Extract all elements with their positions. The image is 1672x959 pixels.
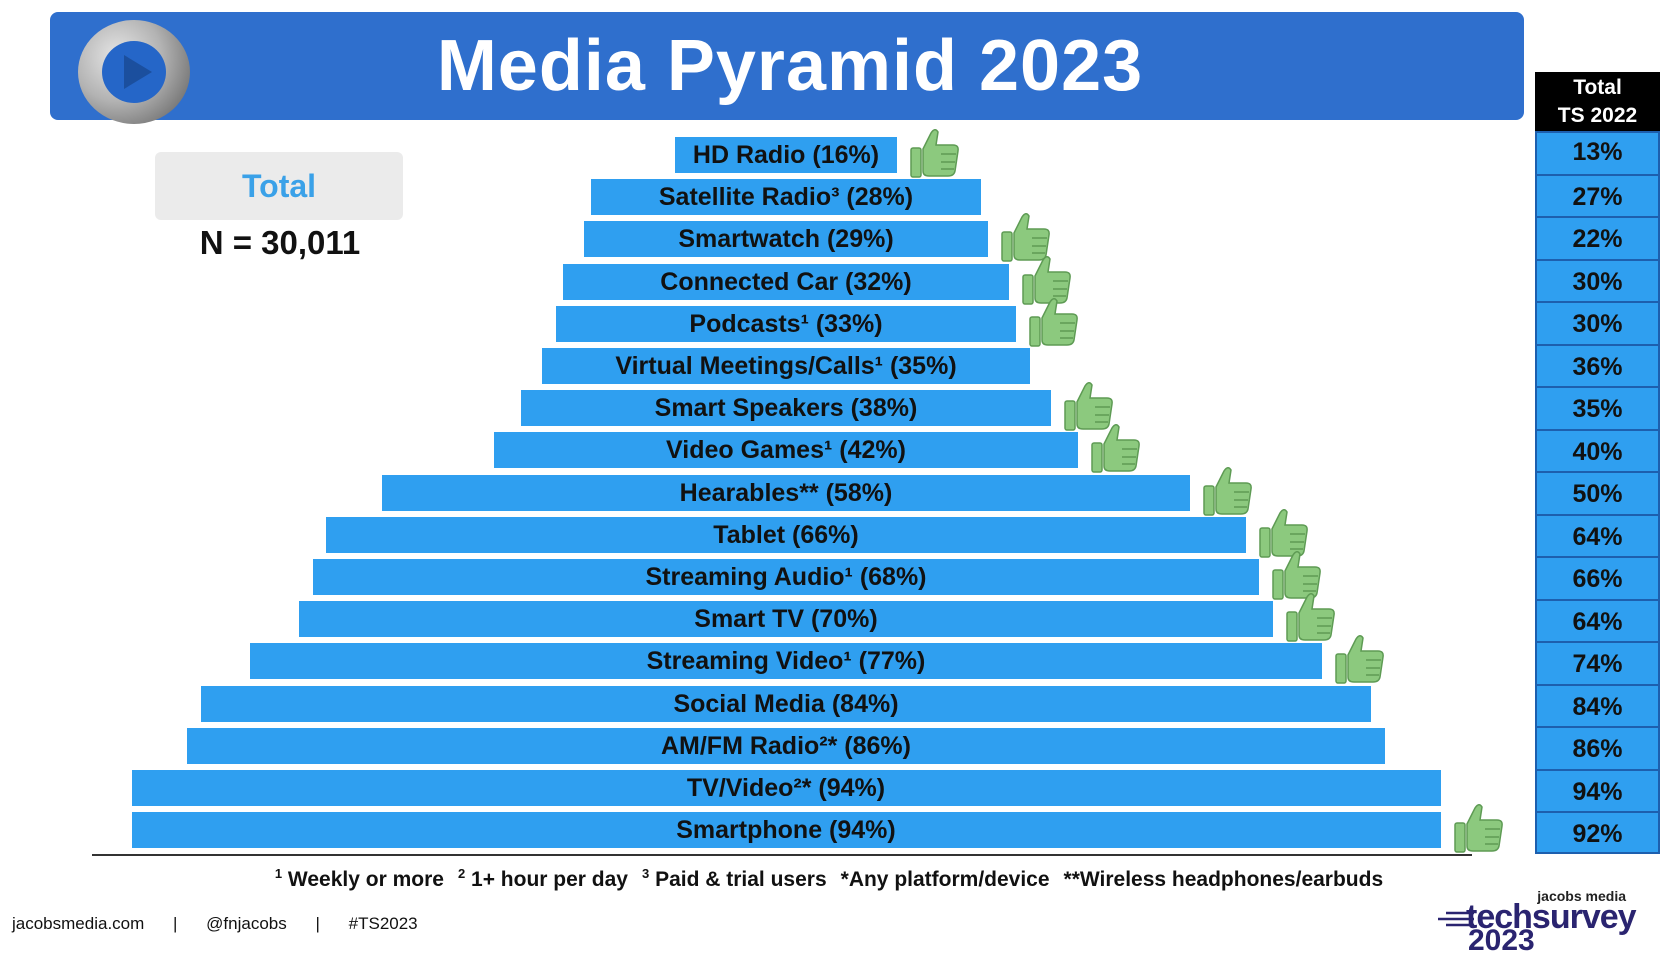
ts2022-value: 64% [1535, 513, 1660, 557]
sample-size: N = 30,011 [199, 224, 361, 261]
techsurvey-logo: jacobs media techsurvey 2023 [1436, 888, 1666, 958]
ts2022-value: 86% [1535, 726, 1660, 769]
chart-baseline [92, 854, 1472, 856]
side-table-header-text: Total TS 2022 [1557, 76, 1638, 127]
pyramid-bar: Hearables** (58%) [382, 474, 1190, 511]
page-title: Media Pyramid 2023 [436, 26, 1144, 106]
title-banner [50, 12, 1524, 120]
footnote-item: 3 Paid & trial users [641, 866, 827, 891]
ts2022-value: 30% [1535, 258, 1660, 302]
credits: jacobsmedia.com | @fnjacobs | #TS2023 [12, 914, 430, 934]
thumbs-up-icon [1330, 629, 1388, 687]
thumbs-up-icon [1449, 798, 1507, 856]
ts2022-value: 64% [1535, 598, 1660, 642]
pyramid-bar: Podcasts¹ (33%) [556, 305, 1016, 342]
thumbs-up-icon [1024, 292, 1082, 350]
credits-hashtag: #TS2023 [348, 914, 418, 933]
thumbs-up-icon [1281, 587, 1339, 645]
pyramid-bar: Connected Car (32%) [563, 263, 1009, 300]
footnote-item: 2 1+ hour per day [457, 866, 628, 891]
side-table-header: Total TS 2022 [1535, 72, 1660, 132]
side-table-column [1535, 131, 1660, 854]
thumbs-up-icon [996, 207, 1054, 265]
credits-site: jacobsmedia.com [12, 914, 145, 933]
footnote: 1 Weekly or more 2 1+ hour per day 3 Paid … [0, 866, 1672, 892]
thumbs-up-icon [1254, 503, 1312, 561]
pyramid-bar: Streaming Audio¹ (68%) [312, 559, 1260, 595]
footnote-item: **Wireless headphones/earbuds [1063, 868, 1384, 891]
footnote-item: *Any platform/device [840, 868, 1050, 891]
credits-handle: @fnjacobs [206, 914, 287, 933]
ts2022-value: 94% [1535, 768, 1660, 812]
thumbs-up-icon [905, 123, 963, 181]
pyramid-bar: Smartwatch (29%) [584, 221, 988, 258]
pyramid-bar: Tablet (66%) [326, 516, 1246, 553]
ts2022-value: 66% [1535, 556, 1660, 599]
pyramid-bar: Video Games¹ (42%) [493, 432, 1079, 469]
play-logo-icon [78, 20, 190, 124]
brand-small: jacobs media [1537, 888, 1626, 904]
pyramid-bar: HD Radio (16%) [674, 137, 898, 173]
speed-lines-icon [1438, 911, 1474, 927]
pyramid-bar: Satellite Radio³ (28%) [591, 179, 981, 216]
pyramid-bar: Streaming Video¹ (77%) [249, 643, 1323, 680]
ts2022-value: 13% [1572, 138, 1623, 166]
credits-sep: | [173, 914, 178, 933]
total-badge: Total [155, 152, 403, 220]
pyramid-bar: Smart TV (70%) [298, 601, 1274, 638]
ts2022-value: 30% [1535, 301, 1660, 344]
ts2022-value: 22% [1535, 216, 1660, 259]
thumbs-up-icon [1017, 250, 1075, 308]
pyramid-bar: Virtual Meetings/Calls¹ (35%) [542, 348, 1030, 384]
thumbs-up-icon [1086, 418, 1144, 476]
pyramid-bar: Smart Speakers (38%) [521, 390, 1051, 427]
thumbs-up-icon [1198, 461, 1256, 519]
brand-main: techsurvey [1466, 898, 1637, 936]
ts2022-value: 27% [1535, 173, 1660, 217]
ts2022-value: 74% [1535, 641, 1660, 684]
thumbs-up-icon [1059, 376, 1117, 434]
pyramid-bar: Social Media (84%) [201, 685, 1371, 722]
brand-year: 2023 [1468, 924, 1535, 957]
footnote-item: 1 Weekly or more [274, 866, 444, 891]
ts2022-value: 92% [1535, 811, 1660, 854]
pyramid-bar: TV/Video²* (94%) [131, 770, 1441, 806]
ts2022-value: 40% [1535, 428, 1660, 472]
thumbs-up-icon [1267, 545, 1325, 603]
pyramid-bar: AM/FM Radio²* (86%) [187, 727, 1385, 764]
credits-sep: | [315, 914, 320, 933]
ts2022-value: 36% [1535, 343, 1660, 387]
ts2022-value: 50% [1535, 471, 1660, 514]
ts2022-value: 35% [1535, 386, 1660, 429]
ts2022-value: 84% [1535, 683, 1660, 727]
pyramid-bar: Smartphone (94%) [131, 812, 1441, 849]
